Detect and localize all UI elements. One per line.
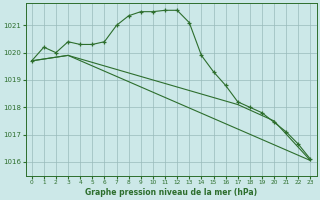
X-axis label: Graphe pression niveau de la mer (hPa): Graphe pression niveau de la mer (hPa) — [85, 188, 257, 197]
